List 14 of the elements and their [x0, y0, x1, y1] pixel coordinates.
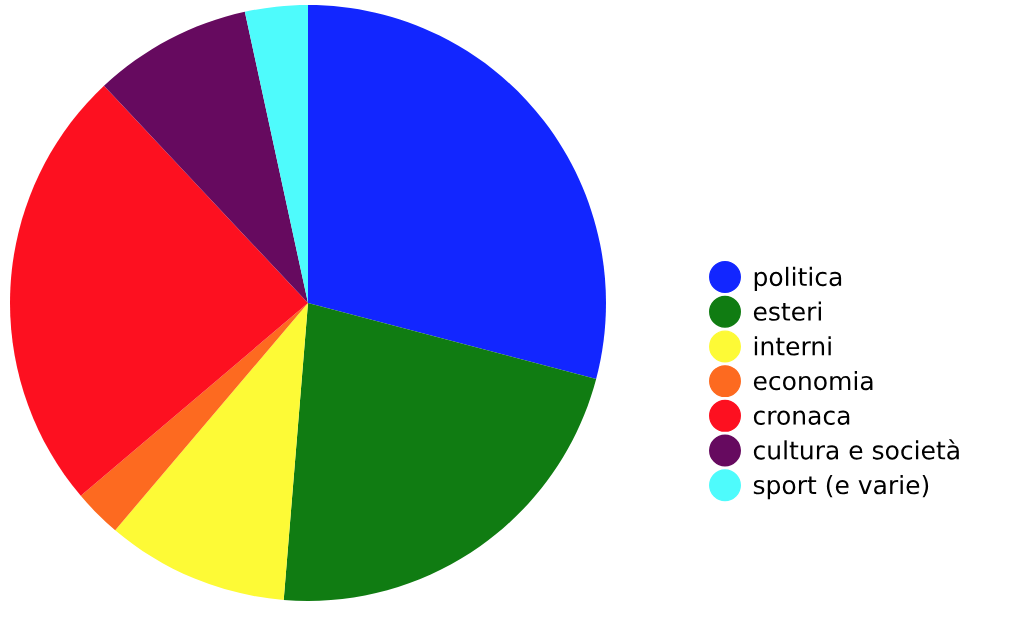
legend-label: sport (e varie) — [753, 474, 929, 500]
pie-slice — [244, 5, 308, 303]
pie-slice — [308, 5, 606, 379]
legend-label: interni — [754, 336, 831, 356]
legend-label: economia — [753, 370, 873, 391]
legend-label: politica — [754, 266, 842, 292]
legend-label: cultura e società — [753, 439, 959, 460]
pie-slice — [115, 303, 308, 601]
pie-slice — [104, 11, 308, 303]
legend-label: cronaca — [753, 410, 850, 425]
pie-slice — [10, 85, 308, 496]
pie-slice — [80, 303, 308, 531]
legend-label: esteri — [753, 301, 821, 321]
pie-slice — [283, 303, 597, 601]
